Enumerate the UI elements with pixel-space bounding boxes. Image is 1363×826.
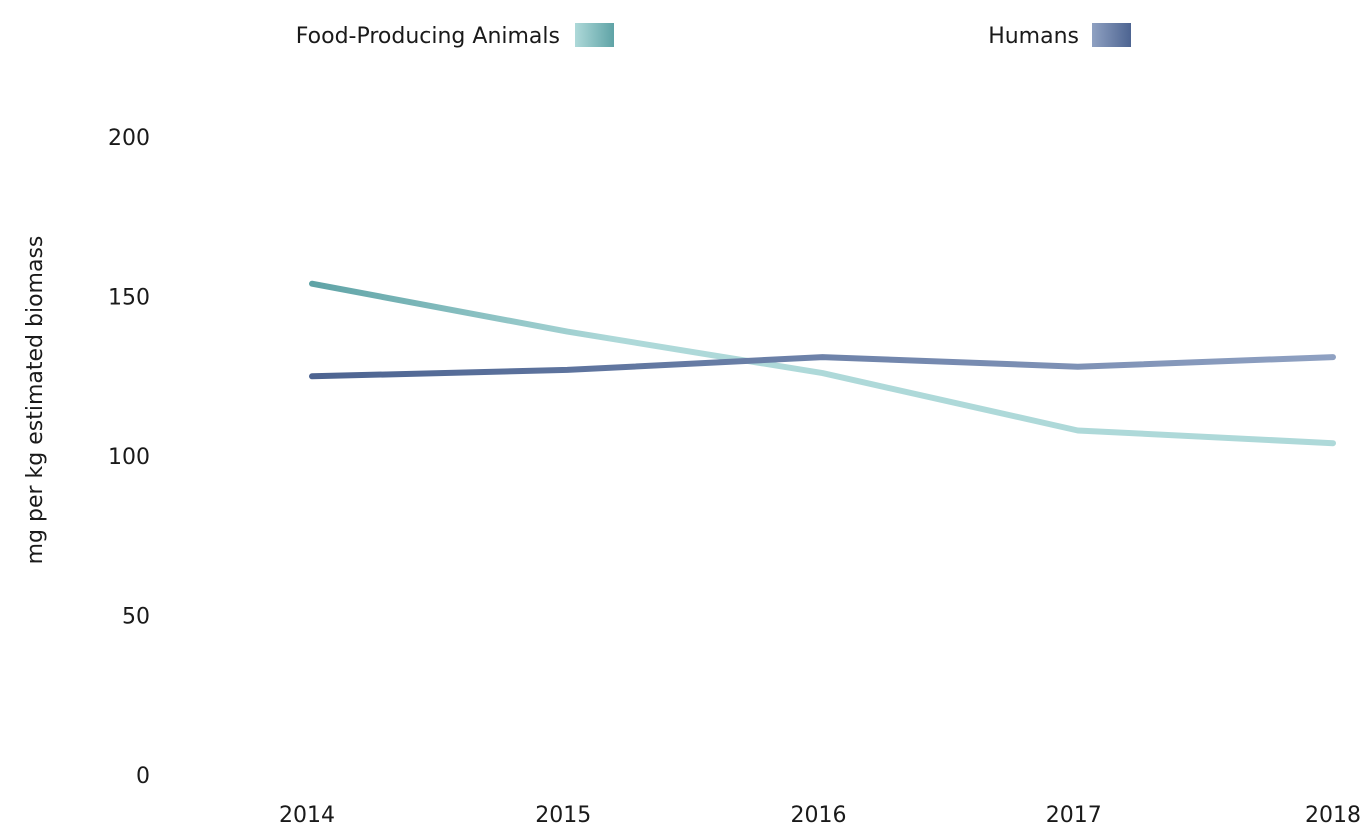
legend-swatch-humans bbox=[1092, 23, 1131, 47]
legend: Food-Producing Animals Humans bbox=[296, 23, 1131, 49]
series-line-humans bbox=[309, 354, 1336, 380]
x-tick-label: 2015 bbox=[535, 803, 591, 826]
x-tick-label: 2016 bbox=[791, 803, 847, 826]
y-tick-label: 100 bbox=[108, 445, 150, 470]
legend-item-humans: Humans bbox=[988, 23, 1131, 49]
legend-swatch-food-producing-animals bbox=[575, 23, 614, 47]
x-axis-ticks: 2014 2015 2016 2017 2018 bbox=[279, 803, 1361, 826]
legend-label-food-producing-animals: Food-Producing Animals bbox=[296, 24, 560, 49]
legend-label-humans: Humans bbox=[988, 24, 1079, 49]
y-tick-label: 200 bbox=[108, 126, 150, 151]
x-tick-label: 2017 bbox=[1046, 803, 1102, 826]
x-tick-label: 2018 bbox=[1305, 803, 1361, 826]
y-tick-label: 150 bbox=[108, 286, 150, 311]
legend-item-food-producing-animals: Food-Producing Animals bbox=[296, 23, 614, 49]
y-tick-label: 50 bbox=[122, 605, 150, 630]
x-tick-label: 2014 bbox=[279, 803, 335, 826]
y-axis-title: mg per kg estimated biomass bbox=[23, 236, 48, 565]
y-axis-ticks: 0 50 100 150 200 bbox=[108, 126, 150, 789]
series-line-food-producing-animals bbox=[309, 280, 1336, 447]
y-tick-label: 0 bbox=[136, 764, 150, 789]
